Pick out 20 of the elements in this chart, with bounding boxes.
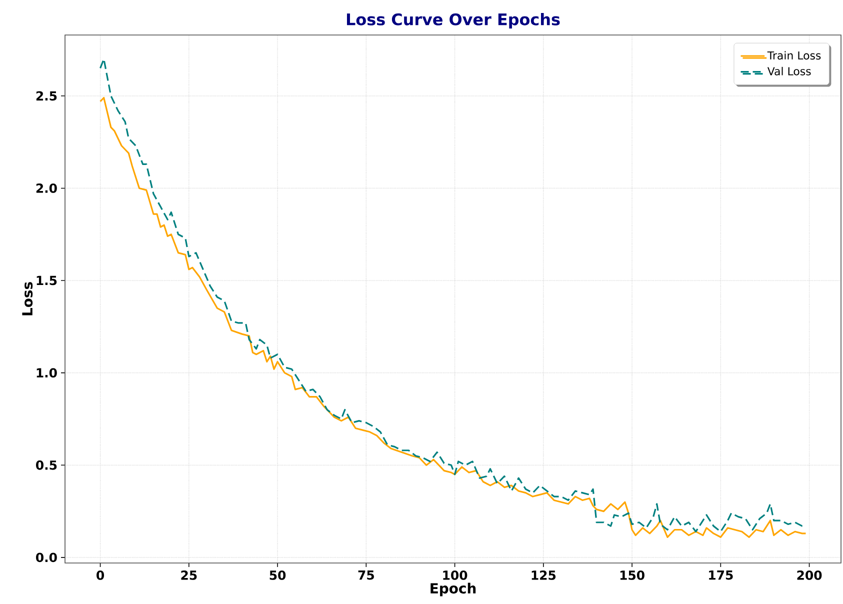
legend-label: Val Loss bbox=[767, 66, 811, 76]
y-tick-label: 2.5 bbox=[36, 91, 57, 101]
x-tick-label: 50 bbox=[270, 570, 286, 580]
x-tick-label: 25 bbox=[181, 570, 197, 580]
y-tick-label: 0.5 bbox=[36, 460, 57, 470]
x-tick-label: 75 bbox=[358, 570, 374, 580]
x-tick-label: 175 bbox=[709, 570, 733, 580]
x-tick-label: 100 bbox=[443, 570, 468, 580]
y-tick-label: 1.5 bbox=[36, 276, 57, 286]
legend-label: Train Loss bbox=[767, 51, 821, 60]
x-tick-label: 200 bbox=[797, 570, 822, 580]
chart-title: Loss Curve Over Epochs bbox=[346, 13, 560, 28]
x-tick-label: 150 bbox=[620, 570, 644, 580]
y-tick-label: 1.0 bbox=[36, 368, 57, 378]
y-axis-title: Loss bbox=[22, 282, 33, 316]
y-tick-label: 2.0 bbox=[36, 184, 57, 193]
x-tick-label: 125 bbox=[532, 570, 556, 580]
x-axis-title: Epoch bbox=[430, 582, 476, 596]
x-tick-label: 0 bbox=[96, 570, 104, 580]
y-tick-label: 0.0 bbox=[36, 552, 57, 562]
